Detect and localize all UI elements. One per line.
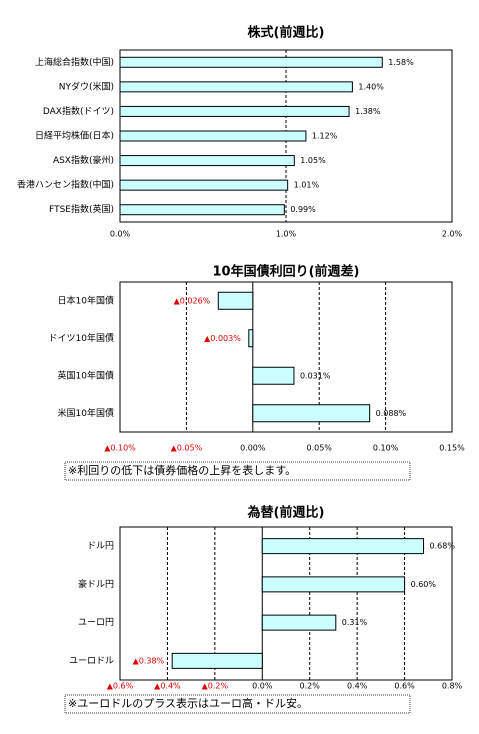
bar [119, 81, 353, 93]
category-label: 英国10年国債 [58, 369, 114, 381]
category-label: 上海総合指数(中国) [35, 56, 114, 68]
x-tick-label: ▲0.4% [154, 682, 181, 691]
value-label: 0.088% [376, 409, 407, 418]
x-tick-label: 0.8% [442, 682, 463, 691]
x-tick-label: ▲0.2% [202, 682, 229, 691]
chart-title: 株式(前週比) [248, 25, 325, 41]
category-label: ユーロ円 [78, 617, 114, 628]
chart-title: 10年国債利回り(前週差) [213, 264, 360, 280]
x-tick-label: 0.6% [394, 682, 415, 691]
category-label: 米国10年国債 [58, 407, 114, 419]
x-tick-label: ▲0.6% [107, 682, 134, 691]
note-box [64, 461, 411, 481]
value-label: 0.60% [411, 580, 437, 589]
category-label: NYダウ(米国) [59, 80, 114, 92]
category-label: 豪ドル円 [78, 578, 114, 590]
bar [119, 130, 307, 142]
value-label: 1.40% [358, 82, 384, 91]
x-tick-label: 2.0% [442, 230, 463, 239]
category-label: ユーロドル [69, 656, 114, 666]
value-label: 1.12% [312, 132, 338, 141]
value-label: 1.58% [388, 58, 414, 67]
note: ※ユーロドルのプラス表示はユーロ高・ドル安。 [68, 696, 308, 710]
category-label: ASX指数(豪州) [53, 154, 114, 166]
plot-area [119, 526, 453, 681]
bar [252, 404, 371, 423]
x-tick-label: ▲0.05% [171, 444, 203, 453]
x-tick-label: 0.05% [306, 444, 332, 453]
category-label: 日経平均株価(日本) [35, 130, 114, 142]
x-tick-label: 0.10% [373, 444, 399, 453]
category-label: 香港ハンセン指数(中国) [17, 179, 114, 191]
value-label: 0.68% [430, 542, 456, 551]
value-label: 1.38% [355, 107, 381, 116]
x-tick-label: 0.00% [240, 444, 266, 453]
bar [248, 329, 254, 348]
value-label: ▲0.003% [204, 334, 241, 343]
value-label: ▲0.38% [133, 656, 165, 665]
category-label: DAX指数(ドイツ) [43, 105, 114, 117]
value-label: 0.99% [290, 205, 316, 214]
x-tick-label: 0.15% [439, 444, 465, 453]
chart-title: 為替(前週比) [248, 505, 325, 521]
value-label: 0.031% [300, 371, 331, 380]
note-box [64, 694, 411, 714]
note: ※利回りの低下は債券価格の上昇を表します。 [68, 463, 296, 477]
bar [119, 179, 289, 191]
bar [261, 538, 425, 555]
bar [217, 291, 254, 310]
x-tick-label: 0.0% [252, 682, 273, 691]
value-label: ▲0.026% [174, 296, 211, 305]
category-label: ドル円 [87, 541, 114, 552]
bar [252, 366, 295, 385]
x-tick-label: 0.4% [347, 682, 368, 691]
plot-area [119, 281, 453, 433]
category-label: ドイツ10年国債 [49, 332, 114, 344]
bar [261, 576, 406, 593]
bar [171, 652, 263, 669]
bar [119, 56, 383, 68]
category-label: 日本10年国債 [58, 294, 114, 306]
value-label: 1.01% [294, 181, 320, 190]
category-label: FTSE指数(英国) [49, 203, 114, 215]
value-label: 0.31% [342, 618, 368, 627]
x-tick-label: 1.0% [276, 230, 297, 239]
x-tick-label: 0.2% [300, 682, 321, 691]
bar [119, 204, 285, 216]
bar [119, 155, 295, 167]
bar [119, 105, 350, 117]
bar [261, 614, 337, 631]
x-tick-label: ▲0.10% [104, 444, 136, 453]
x-tick-label: 0.0% [110, 230, 131, 239]
value-label: 1.05% [300, 156, 326, 165]
